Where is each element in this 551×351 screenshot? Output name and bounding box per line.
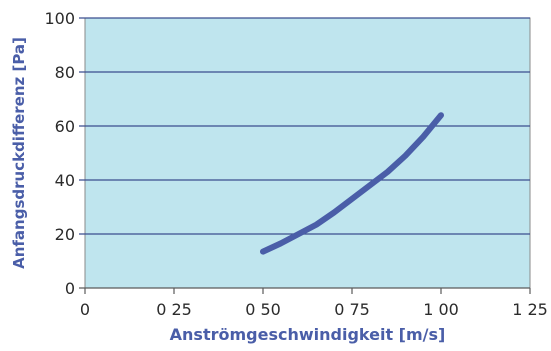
y-tick-label: 20 xyxy=(55,225,75,244)
x-tick-label: 0 75 xyxy=(334,300,370,319)
plot-area xyxy=(84,17,531,289)
y-tick-label: 60 xyxy=(55,117,75,136)
x-tick-labels: 0 0 25 0 50 0 75 1 00 1 25 xyxy=(80,300,548,319)
series-group xyxy=(260,112,444,255)
series-line xyxy=(260,112,444,255)
x-tick-label: 1 25 xyxy=(512,300,548,319)
y-axis-label: Anfangsdruckdifferenz [Pa] xyxy=(10,37,28,269)
y-tick-labels: 0 20 40 60 80 100 xyxy=(44,9,75,298)
x-tick-label: 1 00 xyxy=(423,300,459,319)
x-tick-label: 0 xyxy=(80,300,90,319)
y-tick-label: 100 xyxy=(44,9,75,28)
gridlines xyxy=(79,17,531,294)
x-tick-label: 0 50 xyxy=(245,300,281,319)
y-tick-label: 40 xyxy=(55,171,75,190)
x-tick-label: 0 25 xyxy=(156,300,192,319)
x-axis-label: Anströmgeschwindigkeit [m/s] xyxy=(170,325,446,344)
y-tick-label: 80 xyxy=(55,63,75,82)
y-tick-label: 0 xyxy=(65,279,75,298)
